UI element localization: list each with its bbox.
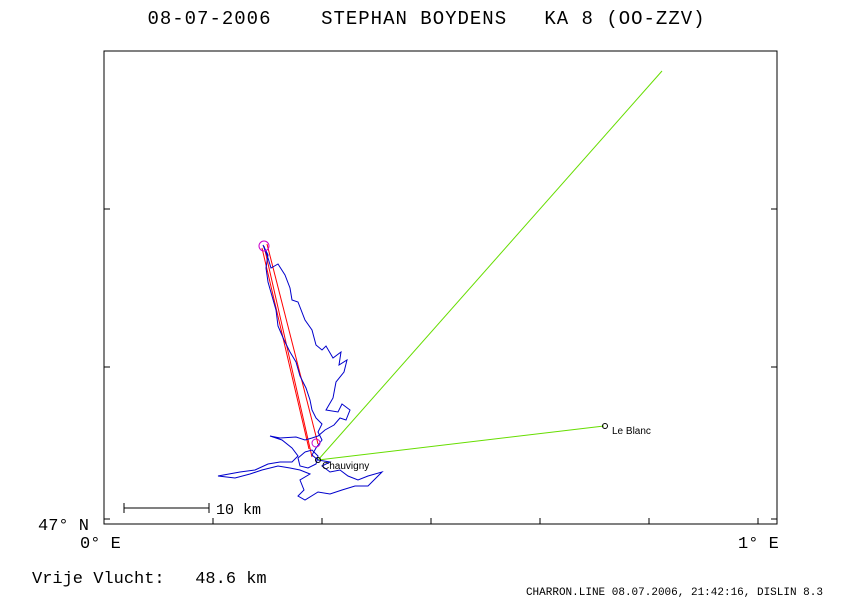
axis-ticks bbox=[103, 208, 777, 524]
task-lines bbox=[261, 243, 319, 458]
lon-right-label: 1° E bbox=[738, 535, 779, 554]
chauvigny-label: Chauvigny bbox=[322, 461, 369, 472]
footer-info: CHARRON.LINE 08.07.2006, 21:42:16, DISLI… bbox=[525, 587, 823, 599]
chauvigny-marker bbox=[315, 457, 321, 463]
le-blanc-marker bbox=[602, 423, 608, 429]
map-title: 08-07-2006 STEPHAN BOYDENS KA 8 (OO-ZZV) bbox=[147, 8, 706, 30]
line-to-le-blanc bbox=[317, 425, 605, 461]
lon-left-label: 0° E bbox=[80, 535, 121, 554]
map-frame bbox=[103, 50, 778, 525]
turnpoint-marker bbox=[258, 240, 270, 252]
flight-track bbox=[217, 244, 384, 501]
scale-bar bbox=[123, 503, 210, 513]
le-blanc-label: Le Blanc bbox=[612, 426, 651, 437]
thermal-circle bbox=[297, 449, 319, 469]
free-flight-distance: Vrije Vlucht: 48.6 km bbox=[32, 570, 267, 589]
lat-label: 47° N bbox=[38, 517, 89, 536]
line-to-ne bbox=[317, 70, 663, 461]
scale-bar-label: 10 km bbox=[216, 502, 261, 519]
start-marker bbox=[311, 438, 321, 448]
